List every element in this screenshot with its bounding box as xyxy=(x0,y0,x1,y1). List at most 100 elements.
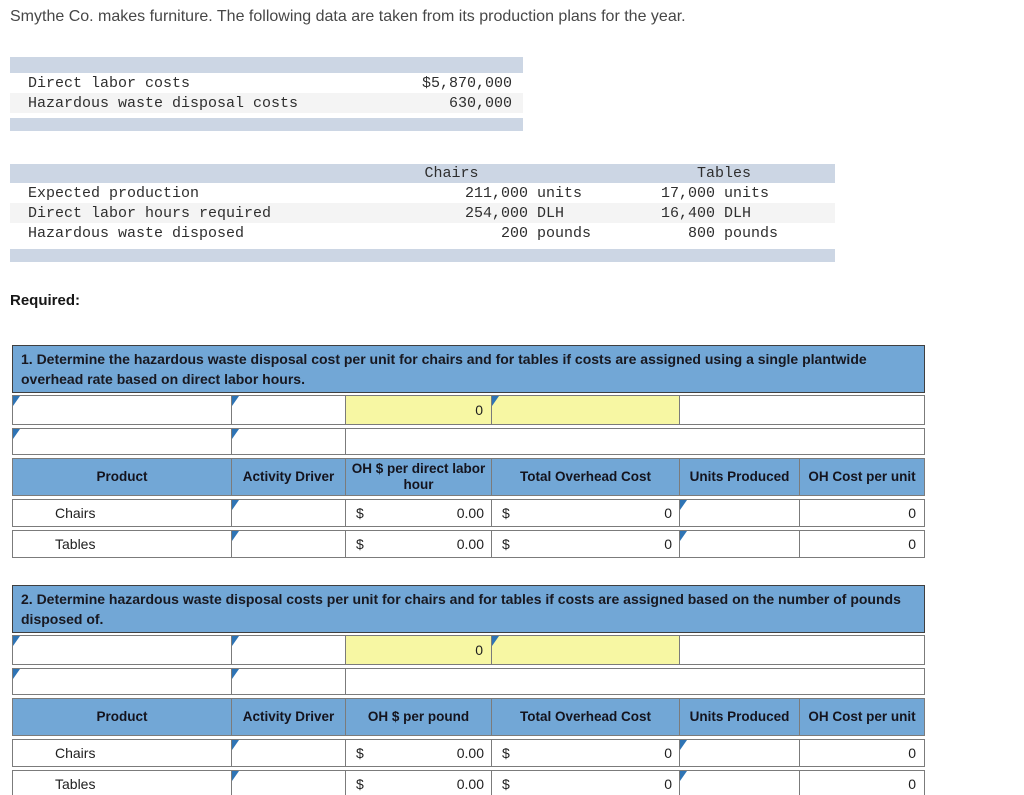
currency-sign: $ xyxy=(356,745,364,761)
chairs-result-row: Chairs $ 0.00 $ 0 0 xyxy=(12,739,925,767)
oh-rate-cell[interactable]: $ 0.00 xyxy=(346,739,492,767)
table-row: Direct labor hours required 254,000 DLH … xyxy=(10,203,835,223)
total-overhead-value: 0 xyxy=(664,776,672,792)
header-total-overhead: Total Overhead Cost xyxy=(492,458,680,496)
chairs-unit: DLH xyxy=(537,204,565,222)
oh-rate-cell[interactable]: $ 0.00 xyxy=(346,770,492,795)
answer-marker-icon xyxy=(232,396,239,406)
answer-cell[interactable] xyxy=(12,395,232,425)
tables-unit: units xyxy=(724,184,770,202)
total-overhead-value: 0 xyxy=(664,505,672,521)
answer-marker-icon xyxy=(232,740,239,750)
tables-result-row: Tables $ 0.00 $ 0 0 xyxy=(12,770,925,795)
oh-rate-cell[interactable]: $ 0.00 xyxy=(346,499,492,527)
chairs-unit: units xyxy=(537,184,583,202)
empty-cell xyxy=(346,668,925,695)
requirement-1-section: 1. Determine the hazardous waste disposa… xyxy=(12,345,925,558)
product-cell: Tables xyxy=(12,530,232,558)
production-table-header: Chairs Tables xyxy=(10,164,835,183)
activity-driver-cell[interactable] xyxy=(232,530,346,558)
tables-unit: pounds xyxy=(724,224,779,242)
production-row-label: Direct labor hours required xyxy=(28,204,272,222)
cost-row-label: Hazardous waste disposal costs xyxy=(28,94,299,112)
product-cell: Chairs xyxy=(12,739,232,767)
units-produced-cell[interactable] xyxy=(680,530,800,558)
table-bottom-band xyxy=(10,118,523,131)
units-produced-cell[interactable] xyxy=(680,499,800,527)
tables-result-row: Tables $ 0.00 $ 0 0 xyxy=(12,530,925,558)
tables-unit: DLH xyxy=(724,204,752,222)
rate-entry-row: 0 xyxy=(12,635,925,665)
total-overhead-cell[interactable]: $ 0 xyxy=(492,739,680,767)
table-bottom-band xyxy=(10,249,835,262)
activity-driver-cell[interactable] xyxy=(232,499,346,527)
currency-sign: $ xyxy=(502,536,510,552)
oh-rate-value: 0.00 xyxy=(456,745,484,761)
answer-marker-icon xyxy=(13,669,20,679)
answer-marker-icon xyxy=(13,429,20,439)
answer-marker-icon xyxy=(680,740,687,750)
chairs-value: 211,000 xyxy=(464,184,528,202)
table-row: Hazardous waste disposal costs 630,000 xyxy=(10,93,523,113)
answer-marker-icon xyxy=(492,636,499,646)
header-oh-rate: OH $ per direct labor hour xyxy=(346,458,492,496)
answer-cell[interactable] xyxy=(12,668,232,695)
answer-cell[interactable] xyxy=(12,428,232,455)
production-row-label: Expected production xyxy=(28,184,200,202)
currency-sign: $ xyxy=(502,776,510,792)
rate-input-cell[interactable]: 0 xyxy=(346,395,492,425)
oh-rate-value: 0.00 xyxy=(456,505,484,521)
answer-cell[interactable] xyxy=(12,635,232,665)
answer-cell[interactable] xyxy=(232,395,346,425)
answer-marker-icon xyxy=(13,636,20,646)
header-activity-driver: Activity Driver xyxy=(232,458,346,496)
header-oh-cost-per-unit: OH Cost per unit xyxy=(800,698,925,736)
rate-input-cell[interactable]: 0 xyxy=(346,635,492,665)
units-produced-cell[interactable] xyxy=(680,739,800,767)
total-overhead-cell[interactable]: $ 0 xyxy=(492,530,680,558)
requirement-2-section: 2. Determine hazardous waste disposal co… xyxy=(12,585,925,795)
cost-row-value: $5,870,000 xyxy=(421,74,512,92)
column-header-chairs: Chairs xyxy=(424,165,479,182)
total-overhead-cell[interactable]: $ 0 xyxy=(492,770,680,795)
total-overhead-value: 0 xyxy=(664,745,672,761)
header-oh-rate: OH $ per pound xyxy=(346,698,492,736)
currency-sign: $ xyxy=(502,505,510,521)
currency-sign: $ xyxy=(356,776,364,792)
answer-cell[interactable] xyxy=(232,668,346,695)
oh-cost-per-unit-cell[interactable]: 0 xyxy=(800,530,925,558)
header-product: Product xyxy=(12,458,232,496)
answer-marker-icon xyxy=(232,500,239,510)
units-produced-cell[interactable] xyxy=(680,770,800,795)
cost-row-label: Direct labor costs xyxy=(28,74,191,92)
problem-statement: Smythe Co. makes furniture. The followin… xyxy=(10,8,686,25)
rate-label-input-cell[interactable] xyxy=(492,395,680,425)
total-overhead-value: 0 xyxy=(664,536,672,552)
production-data-table: Chairs Tables Expected production 211,00… xyxy=(10,164,835,262)
currency-sign: $ xyxy=(502,745,510,761)
rate-entry-row: 0 xyxy=(12,395,925,425)
oh-cost-per-unit-cell[interactable]: 0 xyxy=(800,770,925,795)
answer-marker-icon xyxy=(680,771,687,781)
rate-label-input-cell[interactable] xyxy=(492,635,680,665)
chairs-value: 200 xyxy=(500,224,528,242)
answer-cell[interactable] xyxy=(232,635,346,665)
total-overhead-cell[interactable]: $ 0 xyxy=(492,499,680,527)
answer-marker-icon xyxy=(492,396,499,406)
activity-driver-cell[interactable] xyxy=(232,770,346,795)
cost-row-value: 630,000 xyxy=(448,94,512,112)
oh-rate-cell[interactable]: $ 0.00 xyxy=(346,530,492,558)
oh-cost-per-unit-cell[interactable]: 0 xyxy=(800,739,925,767)
answer-marker-icon xyxy=(232,429,239,439)
table-top-band xyxy=(10,57,523,73)
answer-cell[interactable] xyxy=(232,428,346,455)
answer-marker-icon xyxy=(13,396,20,406)
header-units-produced: Units Produced xyxy=(680,698,800,736)
requirement-2-title: 2. Determine hazardous waste disposal co… xyxy=(12,585,925,633)
oh-cost-per-unit-cell[interactable]: 0 xyxy=(800,499,925,527)
required-heading: Required: xyxy=(10,292,81,309)
answer-marker-icon xyxy=(232,669,239,679)
activity-driver-cell[interactable] xyxy=(232,739,346,767)
empty-cell xyxy=(346,428,925,455)
